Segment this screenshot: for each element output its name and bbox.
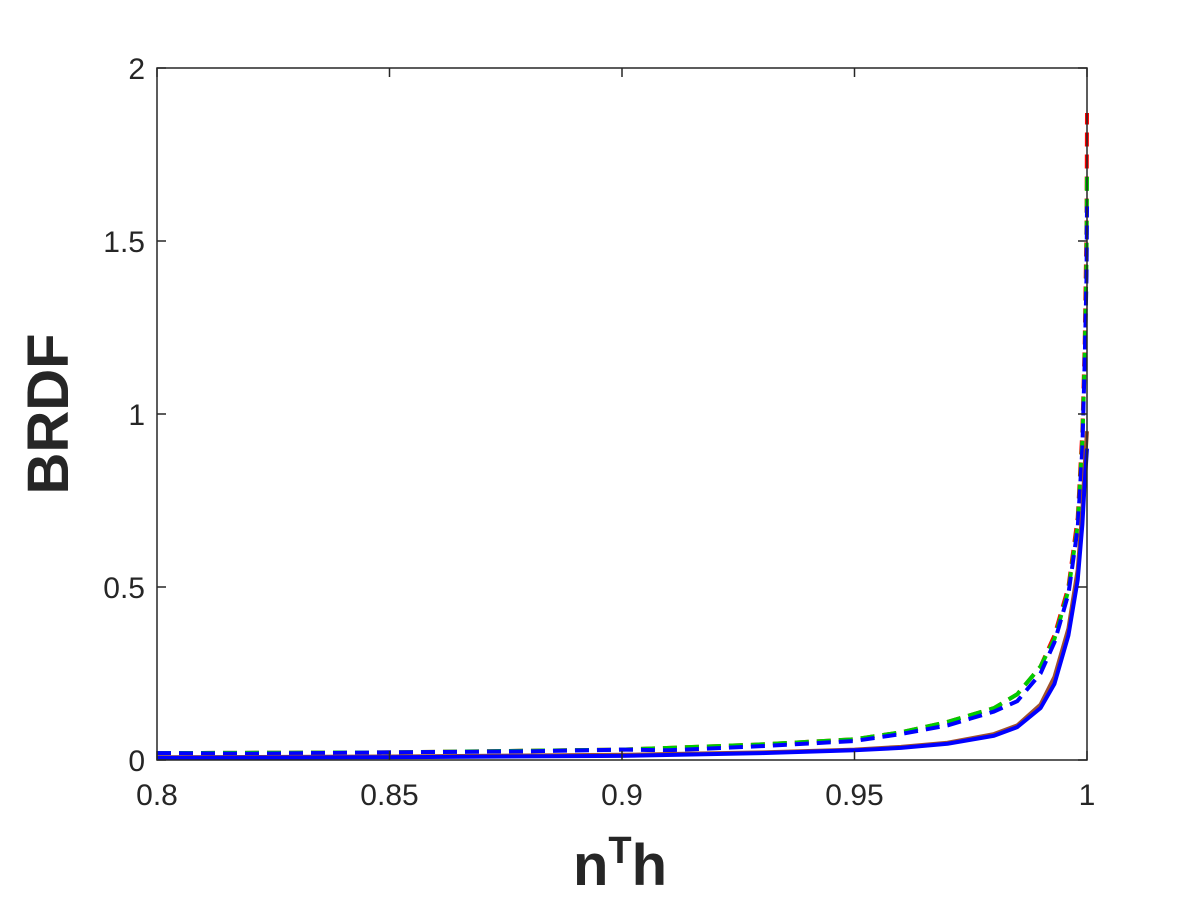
x-tick-label: 1 [1079, 779, 1096, 812]
y-axis-label: BRDF [16, 333, 81, 494]
y-tick-label: 1 [128, 399, 145, 432]
series-line-2 [156, 171, 1089, 756]
x-tick-label: 0.95 [825, 779, 883, 812]
series-layer [156, 112, 1089, 760]
x-tick-label: 0.9 [601, 779, 643, 812]
series-line-5 [156, 448, 1089, 760]
y-tick-label: 0 [128, 745, 145, 778]
y-tick-label: 0.5 [103, 572, 145, 605]
y-tick-label: 2 [128, 53, 145, 86]
series-line-3 [156, 206, 1089, 756]
y-tick-label: 1.5 [103, 226, 145, 259]
x-axis-label: nTh [573, 830, 667, 898]
x-tick-label: 0.8 [136, 779, 178, 812]
x-axis-label-base: n [573, 833, 608, 898]
x-tick-label: 0.85 [360, 779, 418, 812]
tick-layer: 0.8 0.85 0.9 0.95 1 0 0.5 1 1.5 2 [103, 53, 1095, 812]
x-axis-label-superscript: T [608, 830, 631, 872]
x-axis-label-suffix: h [632, 833, 667, 898]
